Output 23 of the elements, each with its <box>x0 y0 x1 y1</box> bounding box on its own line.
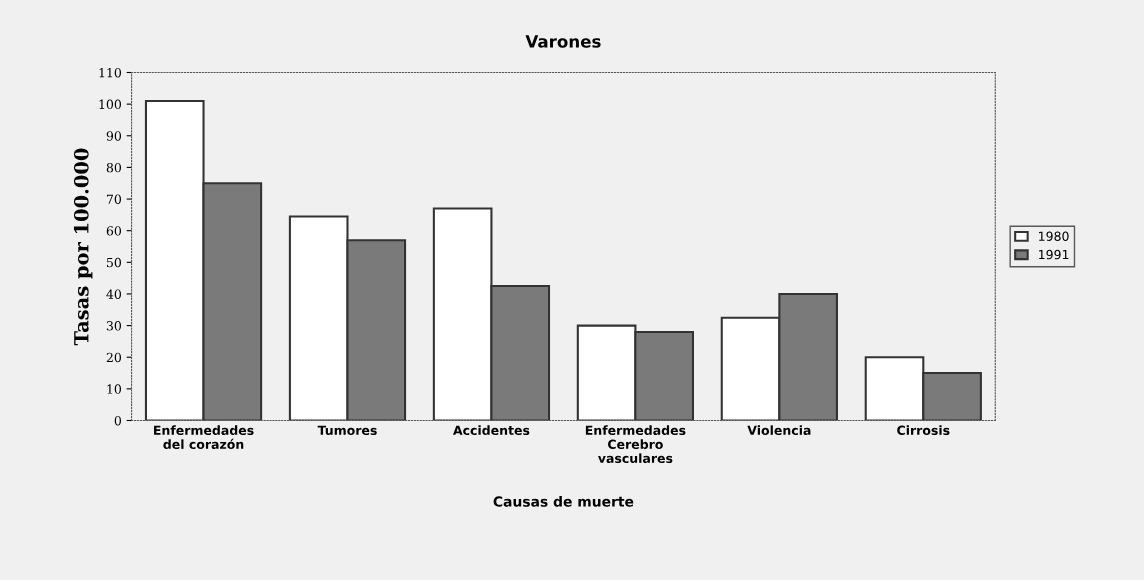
legend-label: 1991 <box>1039 249 1069 260</box>
y-tick-label: 50 <box>106 257 122 268</box>
y-tick-label: 70 <box>106 194 122 204</box>
y-tick-label: 10 <box>107 384 122 394</box>
y-axis-title: Tasas por 100.000 <box>73 148 93 346</box>
y-tick-label: 60 <box>106 226 122 236</box>
y-tick-label: 40 <box>106 289 122 299</box>
legend-label: 1980 <box>1039 231 1069 241</box>
y-tick-label: 20 <box>106 352 122 363</box>
y-tick-label: 100 <box>99 99 122 110</box>
y-tick-label: 110 <box>99 67 122 78</box>
chart-title: Varones <box>525 35 601 48</box>
x-tick-label: Cirrosis <box>897 425 950 436</box>
x-tick-label: Accidentes <box>453 425 530 436</box>
x-tick-label: Enfermedades Cerebro vasculares <box>585 425 686 464</box>
x-tick-label: Violencia <box>747 425 811 436</box>
y-tick-label: 80 <box>106 162 122 173</box>
x-tick-label: Tumores <box>317 425 377 436</box>
y-tick-label: 0 <box>114 415 122 426</box>
y-tick-label: 30 <box>106 321 122 331</box>
y-tick-label: 90 <box>106 131 122 141</box>
x-tick-label: Enfermedades del corazón <box>154 425 254 450</box>
x-axis-title: Causas de muerte <box>493 496 634 507</box>
